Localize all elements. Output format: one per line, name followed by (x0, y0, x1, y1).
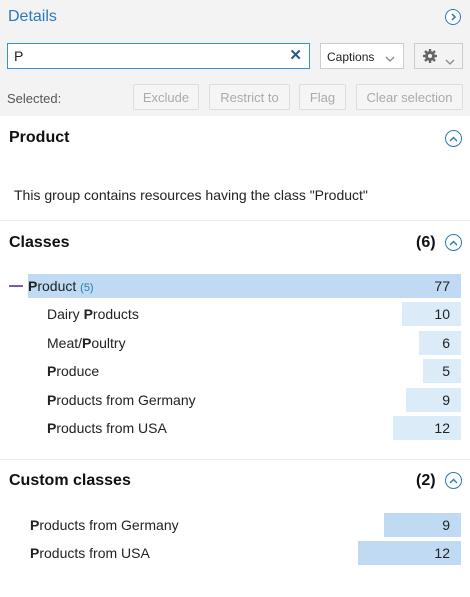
label-rest: roducts (92, 306, 139, 322)
class-value-bar (406, 388, 461, 412)
flag-button[interactable]: Flag (299, 84, 346, 110)
toolbar: Details ✕ Captions Selected: Exclu (0, 0, 470, 116)
label-match: P (28, 278, 38, 294)
label-match: P (47, 420, 57, 436)
product-section-title: Product (9, 129, 70, 146)
custom-classes-section-title: Custom classes (9, 472, 131, 489)
label-match: P (82, 335, 92, 351)
restrict-to-button[interactable]: Restrict to (209, 84, 290, 110)
label-match: P (30, 545, 40, 561)
classes-count: (6) (416, 234, 436, 251)
collapse-product-icon[interactable] (445, 130, 462, 147)
divider (0, 220, 470, 221)
class-value-bar (423, 359, 461, 383)
subclass-count: (5) (80, 282, 94, 294)
class-count: 9 (442, 392, 450, 408)
custom-class-label: Products from Germany (30, 517, 179, 533)
panel-title: Details (8, 8, 57, 25)
gear-icon (422, 48, 438, 69)
label-match: P (30, 517, 40, 533)
label-rest: roduct (37, 278, 77, 294)
label-match: P (83, 306, 93, 322)
class-row[interactable]: Produce 5 (0, 359, 470, 383)
custom-class-label: Products from USA (30, 545, 150, 561)
class-label: Product (5) (28, 278, 94, 294)
caption-mode-value: Captions (327, 50, 375, 64)
class-row[interactable]: Products from USA 12 (0, 416, 470, 440)
clear-selection-button[interactable]: Clear selection (356, 84, 463, 110)
class-label: Dairy Products (47, 306, 139, 322)
label-prefix: Meat/ (47, 335, 83, 351)
custom-class-count: 9 (442, 517, 450, 533)
collapse-panel-icon[interactable] (445, 9, 461, 25)
label-rest: roducts from Germany (56, 392, 196, 408)
class-value-bar (358, 541, 461, 565)
custom-class-count: 12 (434, 545, 450, 561)
classes-section-title: Classes (9, 234, 70, 251)
class-count: 77 (434, 278, 450, 294)
class-row-product[interactable]: Product (5) 77 (0, 274, 470, 298)
label-rest: roducts from USA (39, 545, 150, 561)
class-label: Products from USA (47, 420, 167, 436)
settings-button[interactable] (414, 43, 463, 69)
label-rest: roducts from Germany (39, 517, 179, 533)
label-rest: oultry (91, 335, 126, 351)
class-value-bar (419, 331, 461, 355)
search-field: ✕ (7, 43, 310, 69)
class-label: Meat/Poultry (47, 335, 126, 351)
class-count: 5 (442, 363, 450, 379)
class-row[interactable]: Dairy Products 10 (0, 302, 470, 326)
class-count: 12 (434, 420, 450, 436)
label-prefix: Dairy (47, 306, 84, 322)
label-rest: roducts from USA (56, 420, 167, 436)
class-label: Products from Germany (47, 392, 196, 408)
class-value-bar (384, 513, 461, 537)
label-rest: roduce (56, 363, 100, 379)
class-count: 6 (442, 335, 450, 351)
selected-label: Selected: (7, 91, 62, 106)
chevron-down-icon (385, 52, 395, 66)
collapse-tree-icon[interactable] (9, 285, 23, 287)
label-match: P (47, 363, 57, 379)
divider (0, 459, 470, 460)
chevron-down-icon (445, 53, 455, 71)
class-value-bar (28, 274, 461, 298)
label-match: P (47, 392, 57, 408)
class-count: 10 (434, 306, 450, 322)
collapse-classes-icon[interactable] (445, 234, 462, 251)
collapse-custom-classes-icon[interactable] (445, 472, 462, 489)
exclude-button[interactable]: Exclude (133, 84, 199, 110)
clear-search-icon[interactable]: ✕ (289, 47, 302, 64)
class-label: Produce (47, 363, 99, 379)
custom-class-row[interactable]: Products from Germany 9 (0, 513, 470, 537)
custom-class-row[interactable]: Products from USA 12 (0, 541, 470, 565)
caption-mode-select[interactable]: Captions (320, 43, 404, 69)
class-row[interactable]: Products from Germany 9 (0, 388, 470, 412)
class-value-bar (402, 302, 461, 326)
class-row[interactable]: Meat/Poultry 6 (0, 331, 470, 355)
search-input[interactable] (14, 47, 274, 65)
class-value-bar (393, 416, 461, 440)
custom-classes-count: (2) (416, 472, 436, 489)
product-description: This group contains resources having the… (14, 187, 368, 203)
